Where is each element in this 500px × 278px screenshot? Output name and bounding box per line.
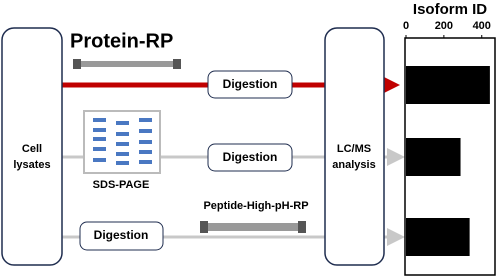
gel-icon — [83, 110, 161, 174]
step-box — [207, 143, 293, 172]
bar — [406, 218, 470, 256]
step-box — [207, 70, 293, 99]
step-label: Digestion — [94, 228, 149, 242]
bar — [406, 66, 490, 104]
column-icon — [73, 59, 181, 69]
chart-title: Isoform ID — [413, 1, 487, 18]
source-label: Cell — [22, 143, 42, 155]
method-label: SDS-PAGE — [93, 179, 150, 191]
instrument-label: LC/MS — [337, 143, 371, 155]
method-label: Peptide-High-pH-RP — [203, 200, 308, 212]
x-tick-label: 400 — [473, 20, 491, 32]
x-tick-label: 200 — [435, 20, 453, 32]
instrument-box — [324, 27, 385, 266]
source-label: lysates — [13, 159, 50, 171]
column-icon — [200, 221, 306, 233]
step-label: Digestion — [223, 77, 278, 91]
bar — [406, 138, 461, 176]
method-label: Protein-RP — [70, 30, 173, 52]
step-box — [79, 221, 164, 251]
instrument-label: analysis — [332, 159, 375, 171]
x-tick-label: 0 — [403, 20, 409, 32]
bar-chart: 0 200 400 — [403, 20, 491, 256]
source-box — [1, 27, 63, 266]
step-label: Digestion — [223, 150, 278, 164]
